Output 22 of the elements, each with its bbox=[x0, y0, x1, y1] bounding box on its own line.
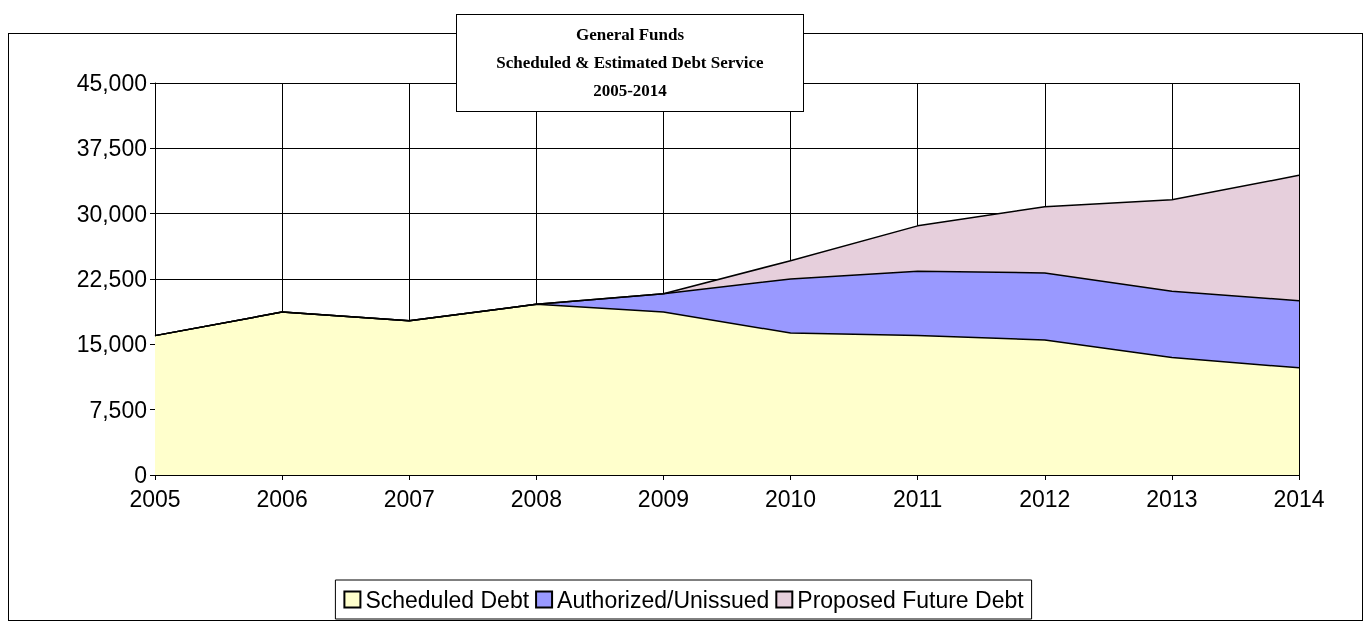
legend-label: Proposed Future Debt bbox=[797, 586, 1025, 613]
y-tick-label: 45,000 bbox=[76, 70, 147, 96]
chart-title: General Funds Scheduled & Estimated Debt Service 2005-2014 bbox=[496, 25, 764, 100]
y-tick-label: 30,000 bbox=[76, 200, 147, 227]
y-tick-label: 22,500 bbox=[76, 266, 147, 292]
x-tick-label: 2005 bbox=[129, 485, 181, 512]
y-tick-label: 0 bbox=[134, 462, 147, 488]
x-tick-label: 2012 bbox=[1019, 485, 1071, 512]
y-tick-label: 15,000 bbox=[76, 331, 147, 358]
x-tick-label: 2011 bbox=[892, 485, 943, 512]
x-tick-label: 2007 bbox=[383, 485, 435, 512]
y-tick-label: 7,500 bbox=[89, 396, 147, 423]
x-tick-label: 2006 bbox=[256, 485, 308, 512]
legend-label: Scheduled Debt bbox=[365, 586, 530, 613]
legend-label: Authorized/Unissued bbox=[557, 586, 770, 613]
title-box: General Funds Scheduled & Estimated Debt Service 2005-2014 bbox=[456, 14, 804, 112]
x-tick-label: 2009 bbox=[637, 485, 690, 512]
x-tick-label: 2013 bbox=[1146, 485, 1198, 512]
x-tick-label: 2010 bbox=[764, 485, 817, 512]
x-tick-label: 2014 bbox=[1273, 485, 1325, 512]
x-tick-label: 2008 bbox=[510, 485, 562, 512]
y-tick-label: 37,500 bbox=[76, 135, 147, 162]
